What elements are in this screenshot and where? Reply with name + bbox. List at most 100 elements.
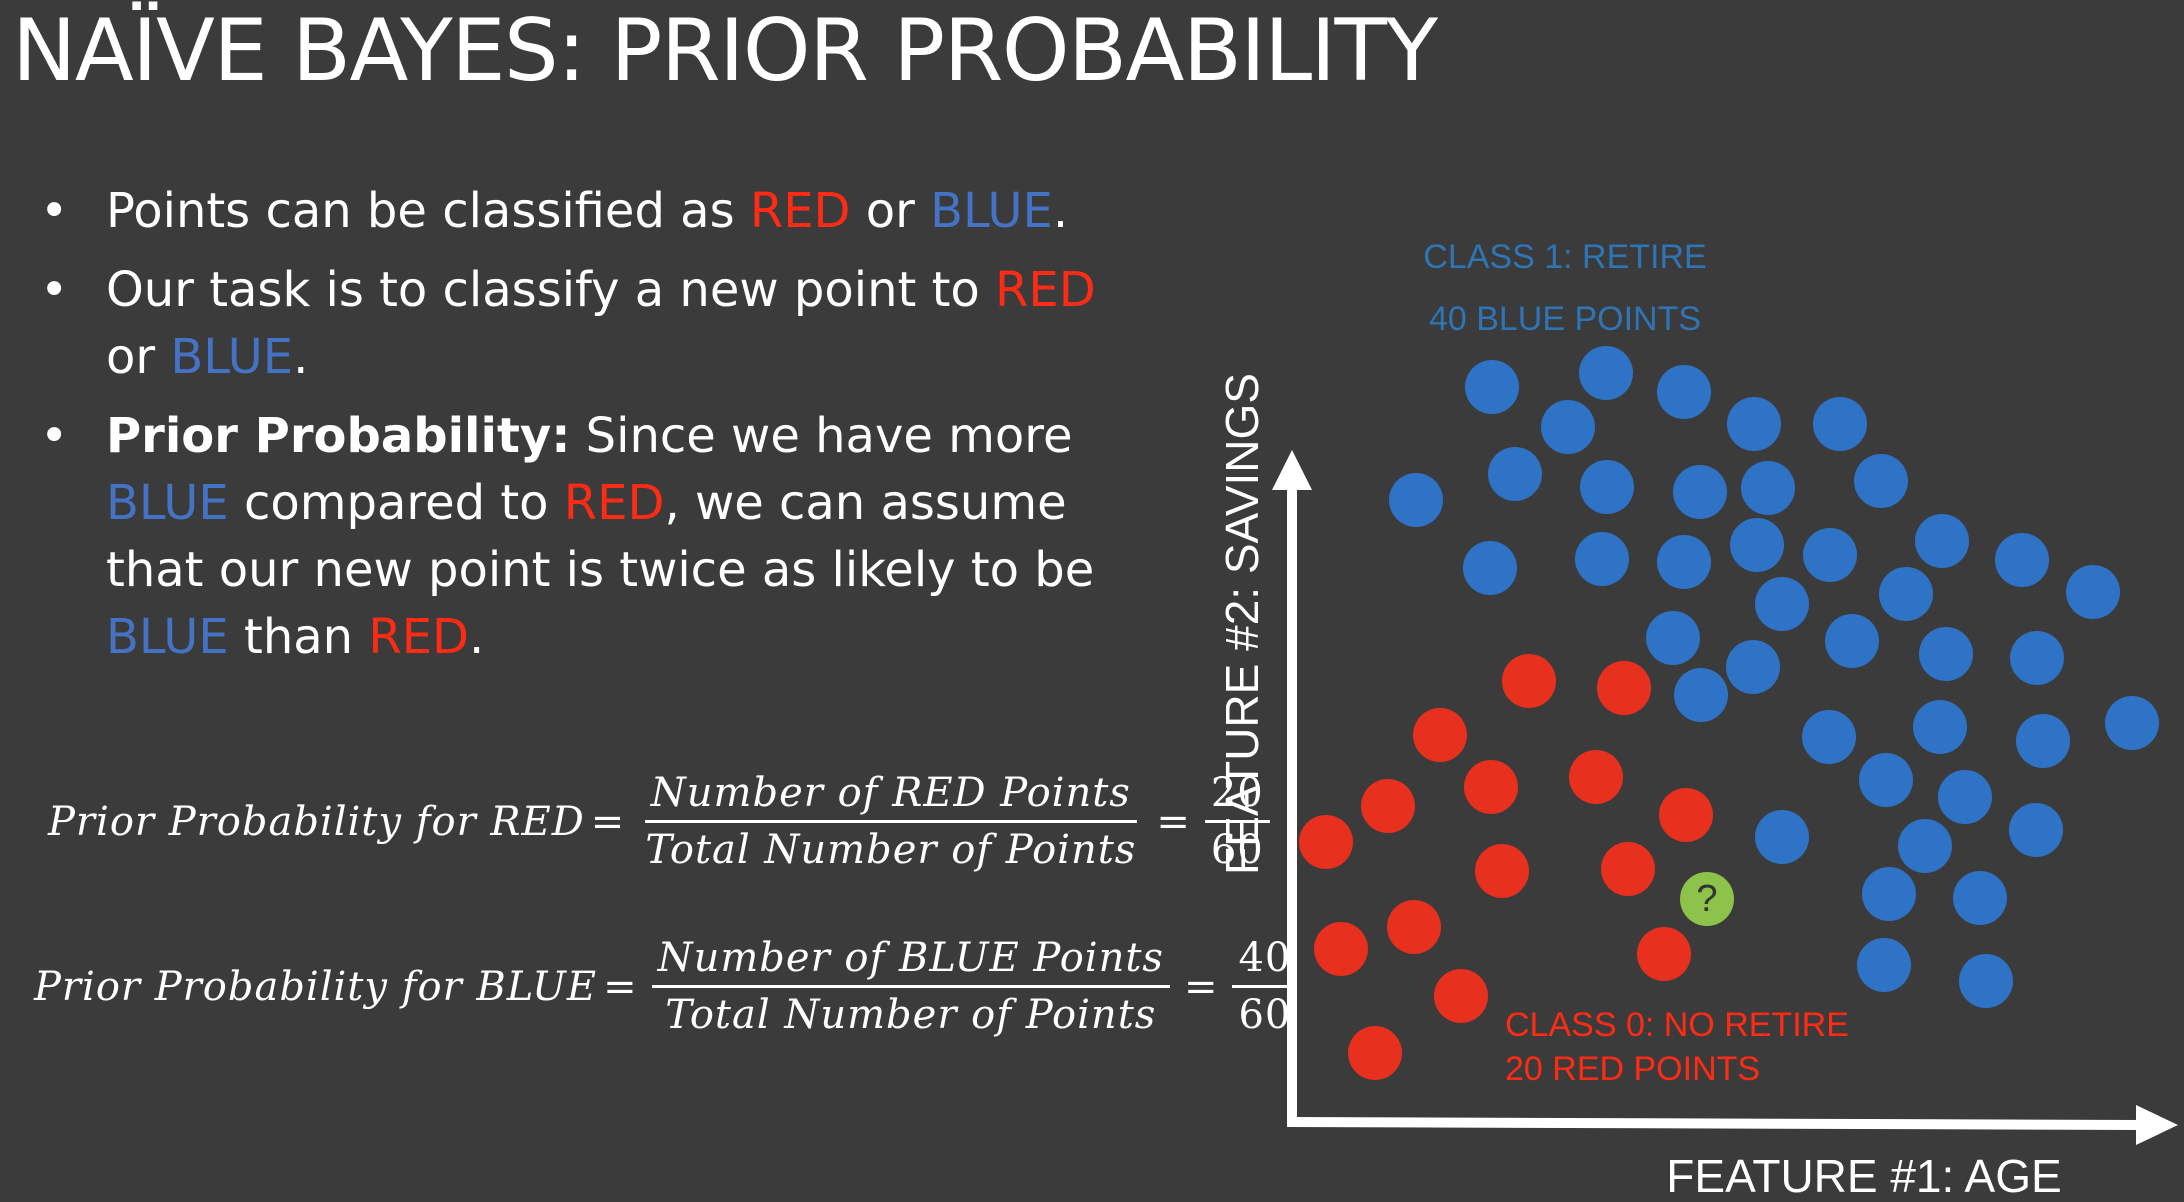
- prior-blue-formula: Prior Probability for BLUE = Number of B…: [34, 935, 1305, 1038]
- new-point: [1680, 872, 1734, 926]
- text-segment: compared to: [228, 475, 564, 531]
- blue-point: [2010, 631, 2064, 685]
- bullet-dot-icon: •: [40, 262, 69, 318]
- blue-point: [2009, 803, 2063, 857]
- red-point: [1348, 1026, 1402, 1080]
- fraction-denominator: Total Number of Points: [645, 827, 1137, 873]
- red-point: [1314, 922, 1368, 976]
- value-denominator: 60: [1210, 827, 1264, 873]
- fraction-numerator: Number of RED Points: [644, 770, 1137, 823]
- bullet-text: Prior Probability: Since we have more BL…: [106, 408, 1094, 665]
- equals-sign: =: [1156, 798, 1191, 845]
- text-segment: .: [293, 329, 309, 385]
- points-group: [1299, 346, 2159, 1080]
- class0-count: 20 RED POINTS: [1505, 1050, 1760, 1088]
- x-axis-arrowhead-icon: [2136, 1105, 2178, 1145]
- bold-term: Prior Probability:: [106, 408, 571, 464]
- blue-point: [1862, 867, 1916, 921]
- blue-point: [1657, 365, 1711, 419]
- bullet-dot-icon: •: [40, 408, 69, 464]
- blue-point: [1938, 770, 1992, 824]
- fraction-denominator: Total Number of Points: [665, 992, 1157, 1038]
- red-point: [1299, 815, 1353, 869]
- blue-point: [2016, 714, 2070, 768]
- blue-point: [1755, 577, 1809, 631]
- blue-point: [1953, 871, 2007, 925]
- blue-point: [2105, 696, 2159, 750]
- red-keyword: RED: [749, 183, 851, 239]
- class1-title: CLASS 1: RETIRE: [1423, 238, 1706, 276]
- new-point-question-icon: ?: [1696, 878, 1717, 920]
- bullet-text: Our task is to classify a new point to R…: [106, 262, 1096, 385]
- red-point: [1659, 788, 1713, 842]
- blue-point: [1657, 535, 1711, 589]
- bullet-item: • Points can be classified as RED or BLU…: [40, 178, 1140, 245]
- blue-point: [1465, 360, 1519, 414]
- blue-point: [1854, 454, 1908, 508]
- blue-point: [1741, 461, 1795, 515]
- blue-point: [2066, 565, 2120, 619]
- blue-point: [1579, 346, 1633, 400]
- blue-point: [1463, 541, 1517, 595]
- text-segment: .: [468, 609, 485, 665]
- fraction-numerator: Number of BLUE Points: [651, 935, 1170, 988]
- x-axis-label: FEATURE #1: AGE: [1666, 1150, 2061, 1202]
- bullet-list: • Points can be classified as RED or BLU…: [40, 178, 1140, 683]
- blue-point: [1488, 447, 1542, 501]
- blue-point: [1879, 567, 1933, 621]
- blue-point: [1959, 954, 2013, 1008]
- text-segment: Our task is to classify a new point to: [106, 262, 996, 318]
- blue-point: [1580, 460, 1634, 514]
- text-segment: Since we have more: [570, 408, 1073, 464]
- red-point: [1597, 661, 1651, 715]
- formula-label: Prior Probability for RED: [48, 798, 585, 845]
- blue-point: [1915, 514, 1969, 568]
- blue-point: [1673, 465, 1727, 519]
- bullet-item: • Our task is to classify a new point to…: [40, 257, 1140, 391]
- text-segment: or: [850, 183, 931, 239]
- class0-title: CLASS 0: NO RETIRE: [1505, 1006, 1849, 1044]
- blue-keyword: BLUE: [930, 183, 1053, 239]
- prior-red-formula: Prior Probability for RED = Number of RE…: [48, 770, 1278, 873]
- fraction-value: 20 60: [1204, 770, 1270, 873]
- blue-point: [1674, 668, 1728, 722]
- blue-point: [1755, 810, 1809, 864]
- red-point: [1464, 760, 1518, 814]
- blue-point: [1898, 819, 1952, 873]
- blue-point: [1803, 528, 1857, 582]
- red-point: [1601, 842, 1655, 896]
- blue-point: [1859, 753, 1913, 807]
- y-axis-arrowhead-icon: [1272, 450, 1312, 490]
- blue-keyword: BLUE: [106, 609, 229, 665]
- equals-sign: =: [603, 963, 638, 1010]
- blue-point: [1913, 700, 1967, 754]
- value-numerator: 20: [1204, 770, 1270, 823]
- equals-sign: =: [590, 798, 626, 845]
- blue-point: [1919, 627, 1973, 681]
- blue-point: [1727, 397, 1781, 451]
- x-axis-line: [1286, 1117, 2141, 1130]
- value-denominator: 60: [1238, 992, 1292, 1038]
- blue-point: [1857, 938, 1911, 992]
- blue-point: [1541, 400, 1595, 454]
- class1-count: 40 BLUE POINTS: [1429, 300, 1701, 338]
- fraction: Number of BLUE Points Total Number of Po…: [651, 935, 1170, 1038]
- text-segment: Points can be classified as: [106, 183, 750, 239]
- formula-label: Prior Probability for BLUE: [34, 963, 598, 1010]
- blue-point: [1389, 473, 1443, 527]
- fraction: Number of RED Points Total Number of Poi…: [639, 770, 1142, 873]
- text-segment: or: [106, 329, 171, 385]
- red-keyword: RED: [563, 475, 665, 531]
- text-segment: , we can assume that our new point is tw…: [106, 475, 1095, 598]
- value-numerator: 40: [1232, 935, 1298, 988]
- fraction-value: 40 60: [1232, 935, 1298, 1038]
- bullet-item: • Prior Probability: Since we have more …: [40, 403, 1140, 671]
- bullet-dot-icon: •: [40, 183, 69, 239]
- blue-keyword: BLUE: [170, 329, 294, 385]
- red-point: [1361, 779, 1415, 833]
- red-point: [1413, 708, 1467, 762]
- y-axis-label: FEATURE #2: SAVINGS: [1216, 373, 1268, 875]
- text-segment: than: [228, 609, 369, 665]
- blue-point: [1802, 710, 1856, 764]
- text-segment: .: [1052, 183, 1069, 239]
